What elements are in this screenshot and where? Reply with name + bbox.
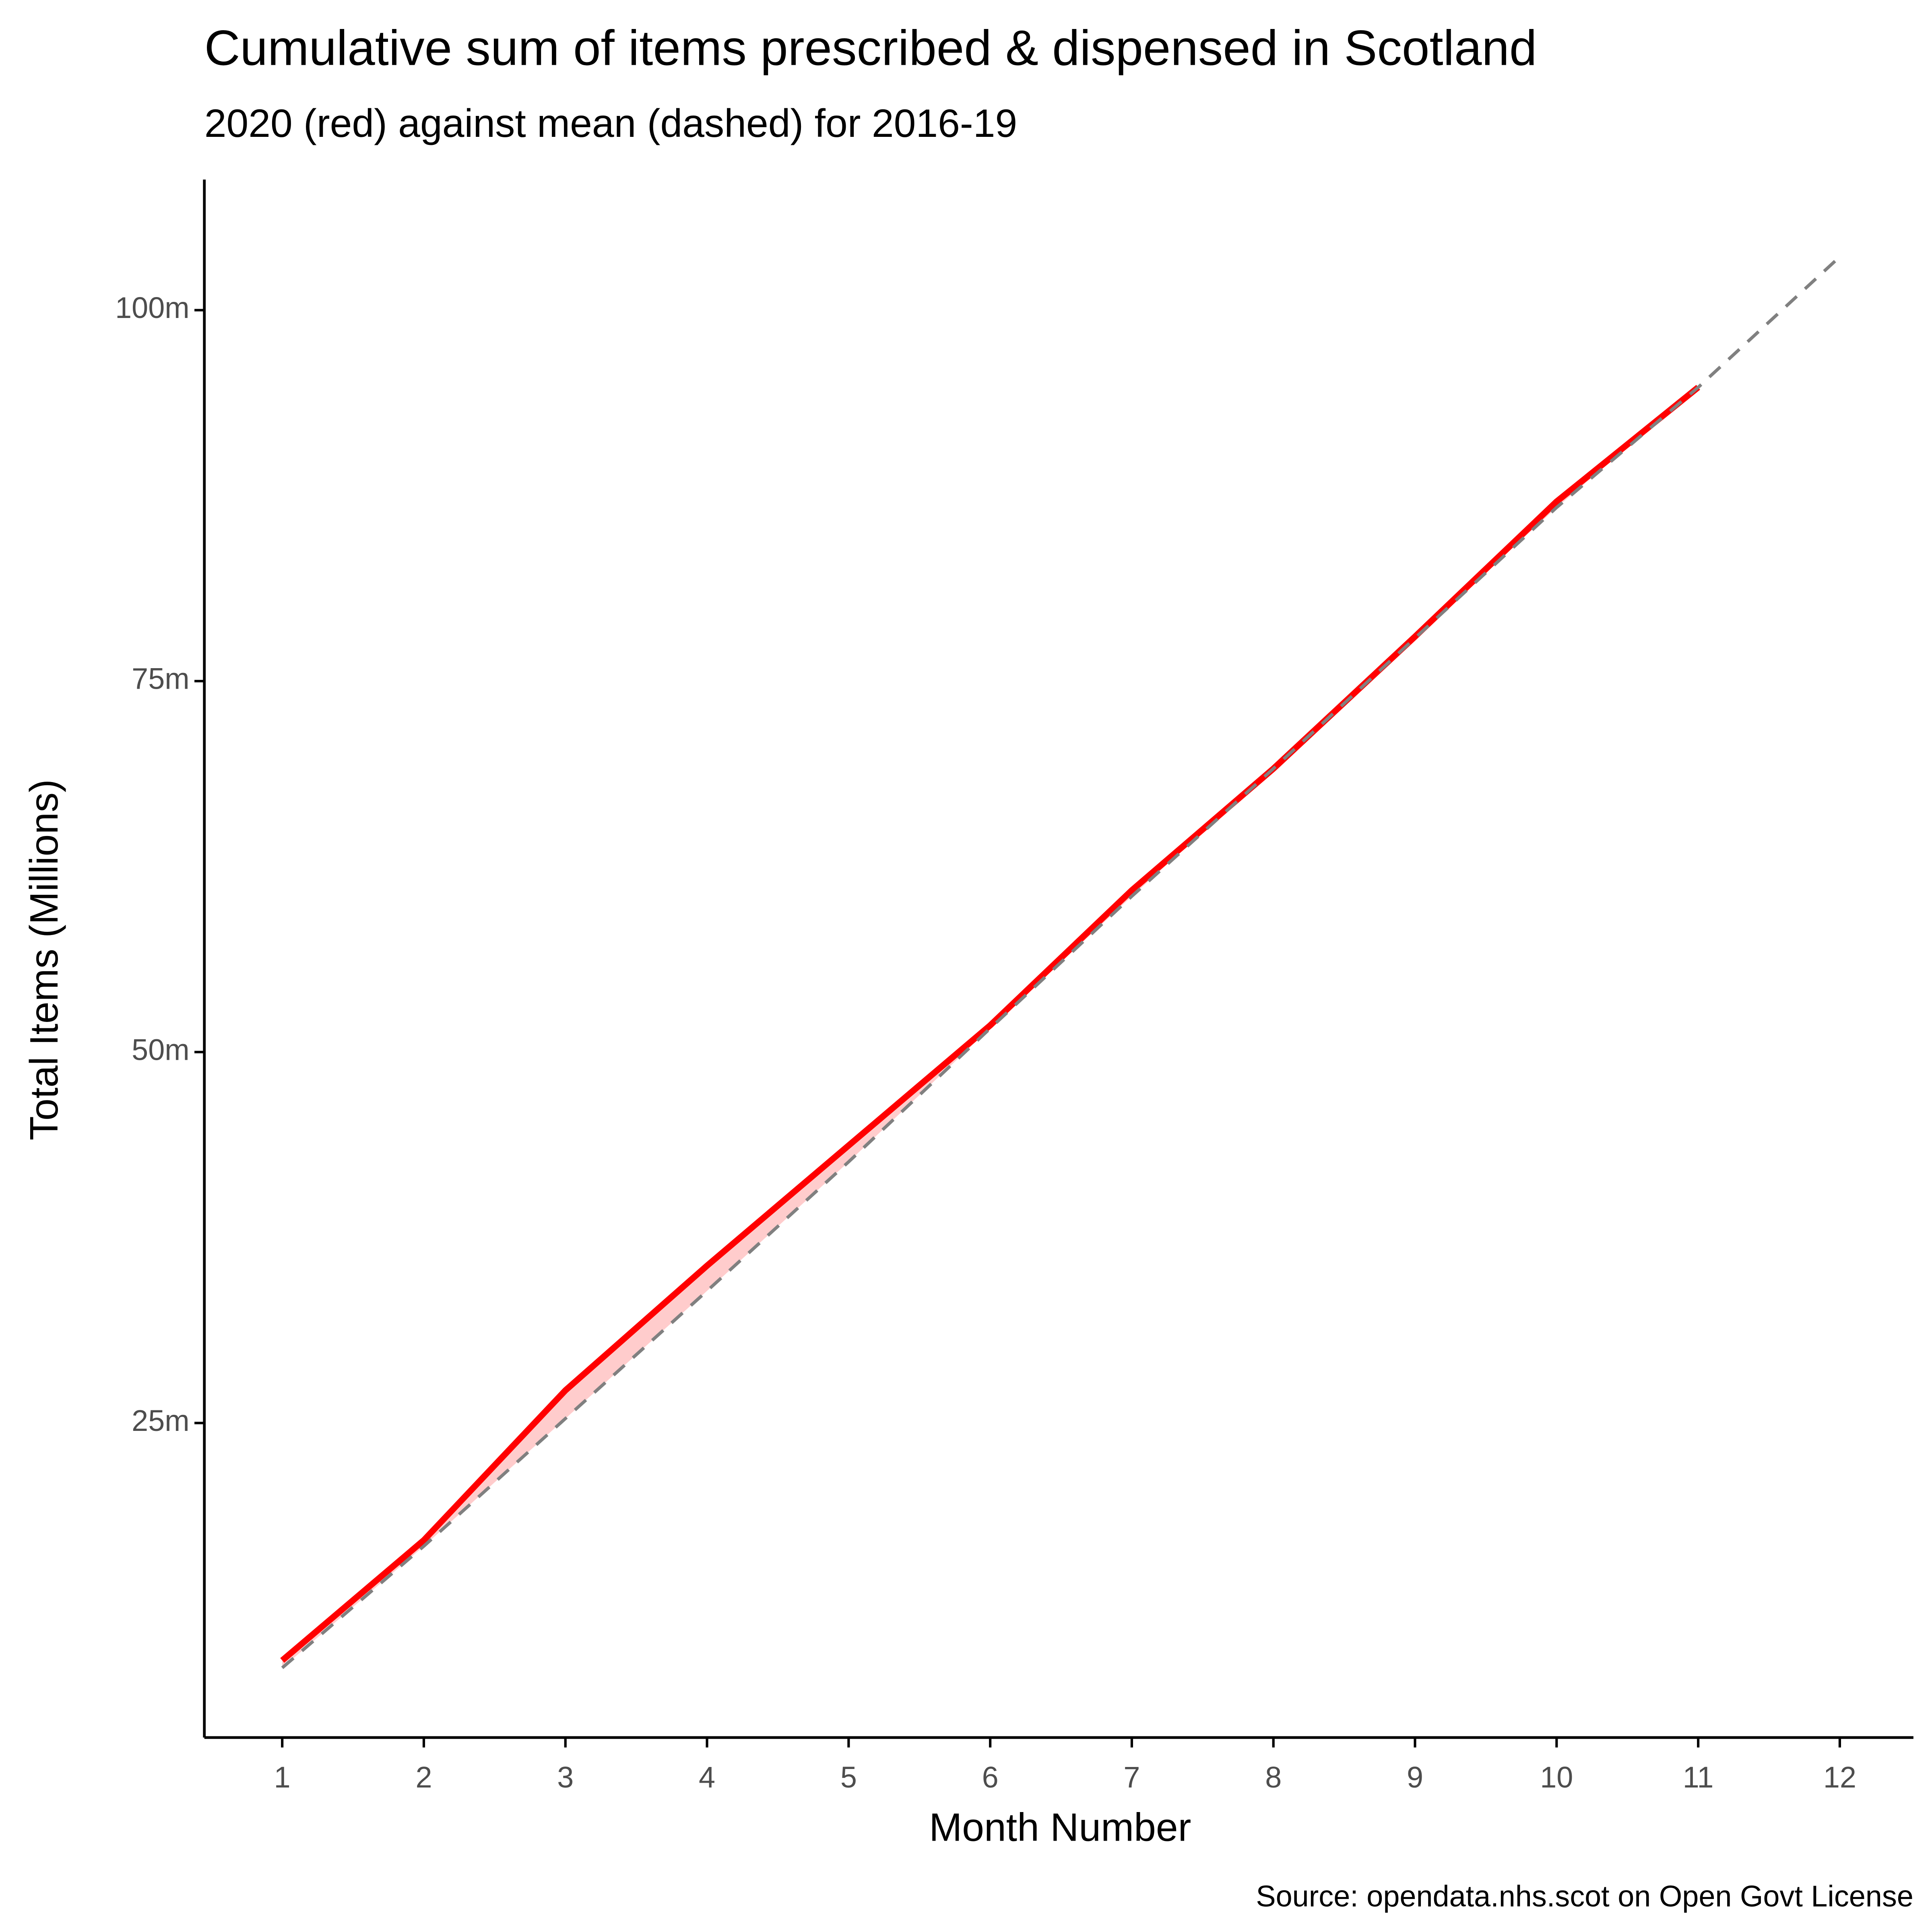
y-tick-label: 50m bbox=[132, 1033, 190, 1066]
x-tick-label: 3 bbox=[557, 1761, 574, 1794]
y-tick-label: 100m bbox=[115, 291, 190, 324]
x-tick-label: 12 bbox=[1823, 1761, 1856, 1794]
series-line bbox=[280, 385, 1700, 1663]
y-axis-label: Total Items (Millions) bbox=[22, 779, 66, 1140]
y-tick-label: 25m bbox=[132, 1404, 190, 1437]
x-tick-label: 9 bbox=[1407, 1761, 1423, 1794]
y-tick-label: 75m bbox=[132, 662, 190, 696]
caption: Source: opendata.nhs.scot on Open Govt L… bbox=[1256, 1879, 1913, 1913]
x-tick-label: 8 bbox=[1265, 1761, 1282, 1794]
x-axis-label: Month Number bbox=[929, 1805, 1191, 1849]
x-tick-label: 10 bbox=[1540, 1761, 1573, 1794]
x-tick-label: 7 bbox=[1123, 1761, 1140, 1794]
x-tick-label: 2 bbox=[415, 1761, 432, 1794]
x-tick-label: 11 bbox=[1683, 1761, 1714, 1794]
x-tick-label: 1 bbox=[274, 1761, 291, 1794]
series-line bbox=[281, 255, 1841, 1669]
x-tick-label: 5 bbox=[840, 1761, 857, 1794]
x-tick-label: 6 bbox=[982, 1761, 999, 1794]
x-tick-label: 4 bbox=[699, 1761, 715, 1794]
chart-title: Cumulative sum of items prescribed & dis… bbox=[204, 21, 1537, 76]
chart-subtitle: 2020 (red) against mean (dashed) for 201… bbox=[204, 101, 1018, 145]
